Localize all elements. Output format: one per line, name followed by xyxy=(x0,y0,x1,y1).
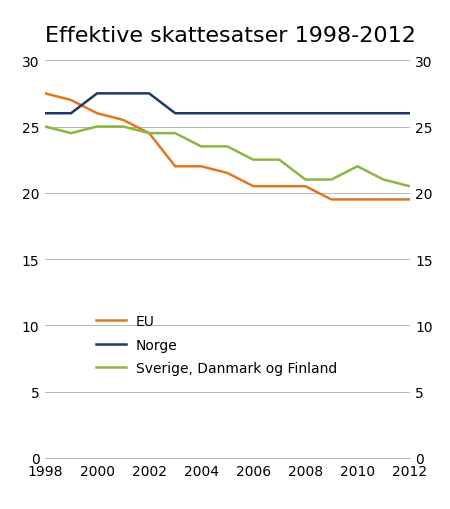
EU xyxy=(328,197,334,203)
Norge xyxy=(303,111,308,117)
Sverige, Danmark og Finland xyxy=(198,144,204,150)
Sverige, Danmark og Finland xyxy=(381,177,386,183)
Norge xyxy=(251,111,256,117)
Text: Effektive skattesatser 1998-2012: Effektive skattesatser 1998-2012 xyxy=(45,26,416,46)
Sverige, Danmark og Finland xyxy=(42,124,48,130)
EU xyxy=(121,118,126,124)
Sverige, Danmark og Finland xyxy=(121,124,126,130)
Sverige, Danmark og Finland xyxy=(277,157,282,163)
Sverige, Danmark og Finland xyxy=(251,157,256,163)
EU xyxy=(146,131,152,137)
Norge xyxy=(42,111,48,117)
EU xyxy=(407,197,412,203)
Norge xyxy=(121,91,126,97)
Line: EU: EU xyxy=(45,94,410,200)
EU xyxy=(277,184,282,190)
Norge xyxy=(381,111,386,117)
Sverige, Danmark og Finland xyxy=(146,131,152,137)
Norge xyxy=(355,111,360,117)
EU xyxy=(94,111,100,117)
EU xyxy=(198,164,204,170)
Sverige, Danmark og Finland xyxy=(94,124,100,130)
Norge xyxy=(68,111,74,117)
EU xyxy=(303,184,308,190)
EU xyxy=(225,171,230,177)
EU xyxy=(42,91,48,97)
Norge xyxy=(277,111,282,117)
Norge xyxy=(94,91,100,97)
Legend: EU, Norge, Sverige, Danmark og Finland: EU, Norge, Sverige, Danmark og Finland xyxy=(96,314,337,376)
Norge xyxy=(407,111,412,117)
Line: Sverige, Danmark og Finland: Sverige, Danmark og Finland xyxy=(45,127,410,187)
EU xyxy=(355,197,360,203)
Norge xyxy=(328,111,334,117)
Sverige, Danmark og Finland xyxy=(355,164,360,170)
EU xyxy=(381,197,386,203)
Norge xyxy=(198,111,204,117)
Norge xyxy=(146,91,152,97)
Sverige, Danmark og Finland xyxy=(328,177,334,183)
Sverige, Danmark og Finland xyxy=(407,184,412,190)
EU xyxy=(251,184,256,190)
Line: Norge: Norge xyxy=(45,94,410,114)
EU xyxy=(68,98,74,104)
Norge xyxy=(172,111,178,117)
Sverige, Danmark og Finland xyxy=(303,177,308,183)
Sverige, Danmark og Finland xyxy=(225,144,230,150)
Norge xyxy=(225,111,230,117)
Sverige, Danmark og Finland xyxy=(68,131,74,137)
EU xyxy=(172,164,178,170)
Sverige, Danmark og Finland xyxy=(172,131,178,137)
